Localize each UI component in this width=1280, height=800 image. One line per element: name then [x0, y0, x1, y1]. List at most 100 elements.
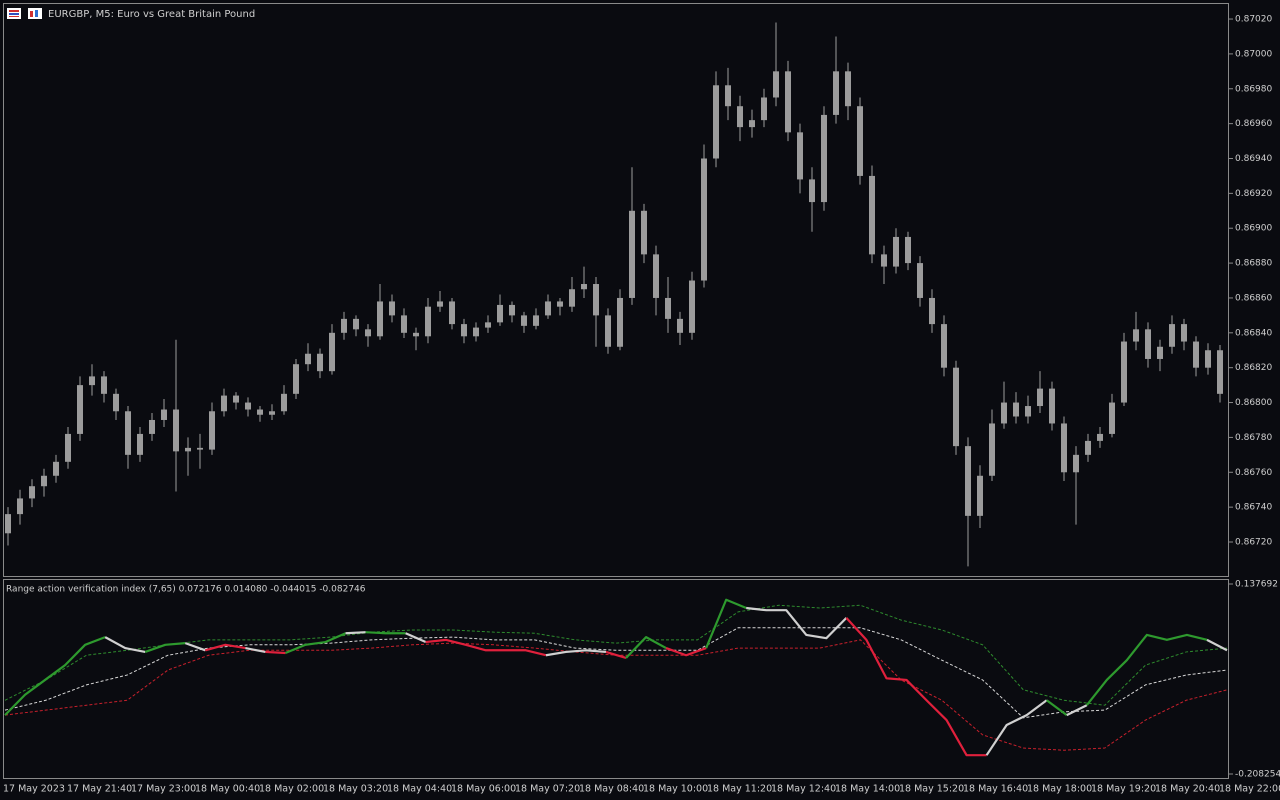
candle-body	[869, 175, 875, 255]
indicator-line	[665, 647, 707, 657]
x-tick-label: 17 May 2023	[3, 784, 65, 795]
candle-body	[29, 486, 35, 499]
candle-body	[533, 315, 539, 326]
candle-body	[1217, 350, 1223, 394]
x-tick-label: 18 May 16:40	[963, 784, 1028, 795]
candle-body	[1061, 423, 1067, 473]
indicator-line	[705, 598, 747, 649]
candle-body	[665, 297, 671, 319]
candle-body	[1025, 406, 1031, 417]
indicator-line	[205, 643, 246, 652]
candle-body	[173, 409, 179, 452]
candle-body	[1013, 402, 1019, 417]
candle-body	[917, 263, 923, 298]
candle-body	[113, 393, 119, 412]
candle-body	[1109, 402, 1115, 434]
indicator-line	[405, 632, 427, 644]
x-tick-label: 18 May 20:40	[1155, 784, 1220, 795]
candle-body	[833, 71, 839, 115]
candle-body	[677, 318, 683, 333]
chart-title: EURGBP, M5: Euro vs Great Britain Pound	[48, 9, 255, 20]
candle-body	[329, 332, 335, 372]
y-tick-label: 0.137692	[1235, 580, 1278, 590]
x-tick-label: 18 May 22:00	[1219, 784, 1280, 795]
candle-body	[1145, 329, 1151, 359]
chart-icon	[28, 8, 42, 19]
indicator-line	[1046, 699, 1068, 716]
indicator-line	[605, 650, 627, 660]
candle-body	[521, 315, 527, 326]
candle-body	[845, 71, 851, 107]
candle-body	[941, 324, 947, 368]
candle-body	[797, 132, 803, 180]
y-tick-label: 0.86880	[1235, 259, 1272, 269]
candle-body	[17, 498, 23, 515]
indicator-line	[265, 650, 286, 655]
candle-body	[653, 254, 659, 298]
indicator-line	[4, 636, 106, 716]
x-tick-label: 18 May 12:40	[771, 784, 836, 795]
candle-body	[377, 301, 383, 337]
indicator-line	[144, 642, 186, 653]
x-tick-label: 18 May 14:00	[835, 784, 900, 795]
candle-body	[1049, 388, 1055, 424]
candle-body	[41, 475, 47, 487]
candle-body	[953, 367, 959, 447]
candle-body	[269, 411, 275, 415]
indicator-line	[425, 638, 547, 657]
y-tick-label: 0.86720	[1235, 538, 1272, 548]
candle-body	[1133, 329, 1139, 342]
candle-body	[857, 106, 863, 176]
x-tick-label: 17 May 21:40	[67, 784, 132, 795]
x-tick-label: 17 May 23:00	[131, 784, 196, 795]
candle-body	[1169, 324, 1175, 347]
indicator-line	[545, 649, 607, 657]
indicator-line	[184, 642, 206, 652]
candle-body	[713, 85, 719, 159]
indicator-line	[746, 606, 848, 640]
candle-body	[749, 120, 755, 128]
indicator-pane	[3, 579, 1229, 779]
indicator-line	[1066, 704, 1088, 717]
band-line	[4, 627, 1228, 719]
candle-body	[437, 301, 443, 307]
candle-body	[1121, 341, 1127, 403]
indicator-line	[985, 699, 1048, 756]
indicator-line	[625, 636, 667, 659]
candle-body	[737, 106, 743, 128]
indicator-line	[1085, 633, 1208, 706]
y-tick-label: 0.86960	[1235, 119, 1272, 129]
indicator-line	[285, 632, 346, 655]
candle-body	[977, 475, 983, 516]
candle-body	[257, 409, 263, 415]
y-tick-label: 0.86860	[1235, 293, 1272, 303]
indicator-line	[345, 631, 366, 635]
candle-body	[689, 280, 695, 333]
candle-body	[281, 393, 287, 412]
candle-body	[701, 158, 707, 281]
candle-body	[53, 461, 59, 476]
y-tick-label: 0.86780	[1235, 433, 1272, 443]
candle-body	[761, 97, 767, 121]
candle-body	[413, 332, 419, 337]
candle-body	[245, 402, 251, 410]
y-tick-label: 0.86920	[1235, 189, 1272, 199]
candle-body	[305, 353, 311, 365]
x-tick-label: 18 May 10:00	[643, 784, 708, 795]
x-tick-label: 18 May 07:20	[515, 784, 580, 795]
main-pane	[3, 3, 1229, 577]
candle-body	[1193, 341, 1199, 368]
candle-body	[605, 315, 611, 347]
symbol-icon	[7, 8, 21, 19]
x-tick-label: 18 May 04:40	[387, 784, 452, 795]
candle-body	[1181, 324, 1187, 342]
y-tick-label: 0.86980	[1235, 84, 1272, 94]
y-tick-label: 0.87000	[1235, 49, 1272, 59]
y-tick-label: 0.87020	[1235, 15, 1272, 25]
candle-body	[365, 329, 371, 337]
indicator-line	[104, 636, 146, 654]
y-tick-label: 0.86740	[1235, 503, 1272, 513]
indicator-line	[245, 647, 266, 654]
candle-body	[593, 284, 599, 316]
